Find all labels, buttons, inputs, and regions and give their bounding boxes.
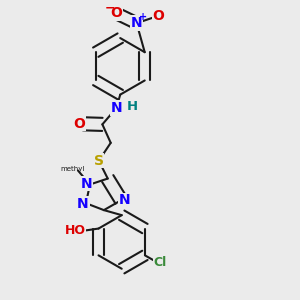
Text: Cl: Cl (154, 256, 167, 269)
Text: HO: HO (64, 224, 86, 237)
Text: H: H (127, 100, 138, 113)
Text: O: O (74, 117, 86, 131)
Text: N: N (131, 16, 142, 30)
Text: +: + (139, 12, 147, 22)
Text: N: N (119, 193, 130, 207)
Text: O: O (111, 6, 123, 20)
Text: O: O (152, 9, 164, 23)
Text: N: N (80, 177, 92, 190)
Text: −: − (105, 1, 115, 14)
Text: methyl: methyl (60, 166, 85, 172)
Text: N: N (111, 101, 122, 115)
Text: S: S (94, 154, 104, 168)
Text: N: N (77, 197, 89, 211)
